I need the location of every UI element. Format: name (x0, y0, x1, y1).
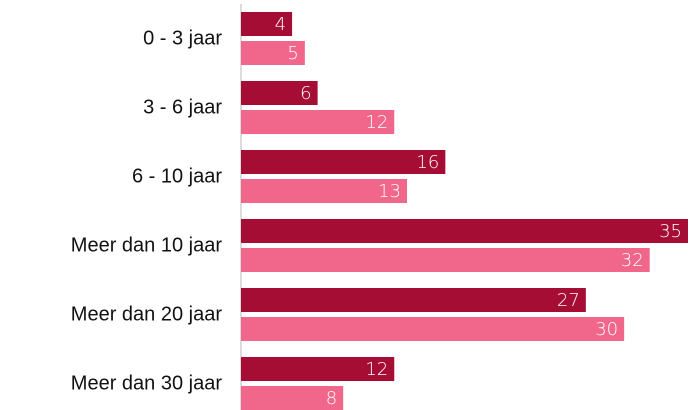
bar (241, 248, 650, 272)
bar (241, 81, 318, 105)
value-label: 8 (326, 388, 337, 409)
category-label: 3 - 6 jaar (143, 96, 222, 118)
value-label: 5 (287, 43, 298, 64)
value-label: 4 (275, 14, 286, 35)
category-label: Meer dan 10 jaar (71, 234, 223, 256)
bar (241, 317, 625, 341)
category-label: Meer dan 20 jaar (71, 303, 223, 325)
bar (241, 12, 293, 36)
bar (241, 110, 395, 134)
value-label: 13 (378, 181, 401, 202)
value-label: 30 (595, 319, 618, 340)
value-label: 27 (557, 290, 580, 311)
bar (241, 357, 395, 381)
value-label: 35 (659, 221, 682, 242)
value-label: 12 (365, 359, 388, 380)
value-label: 12 (365, 112, 388, 133)
value-label: 16 (416, 152, 439, 173)
bar (241, 288, 586, 312)
value-label: 6 (300, 83, 311, 104)
bar (241, 386, 344, 410)
category-label: 0 - 3 jaar (143, 27, 222, 49)
category-label: Meer dan 30 jaar (71, 372, 223, 394)
bar (241, 41, 305, 65)
category-label: 6 - 10 jaar (132, 165, 222, 187)
bar (241, 150, 446, 174)
bar (241, 219, 688, 243)
value-label: 32 (621, 250, 644, 271)
bar (241, 179, 408, 203)
